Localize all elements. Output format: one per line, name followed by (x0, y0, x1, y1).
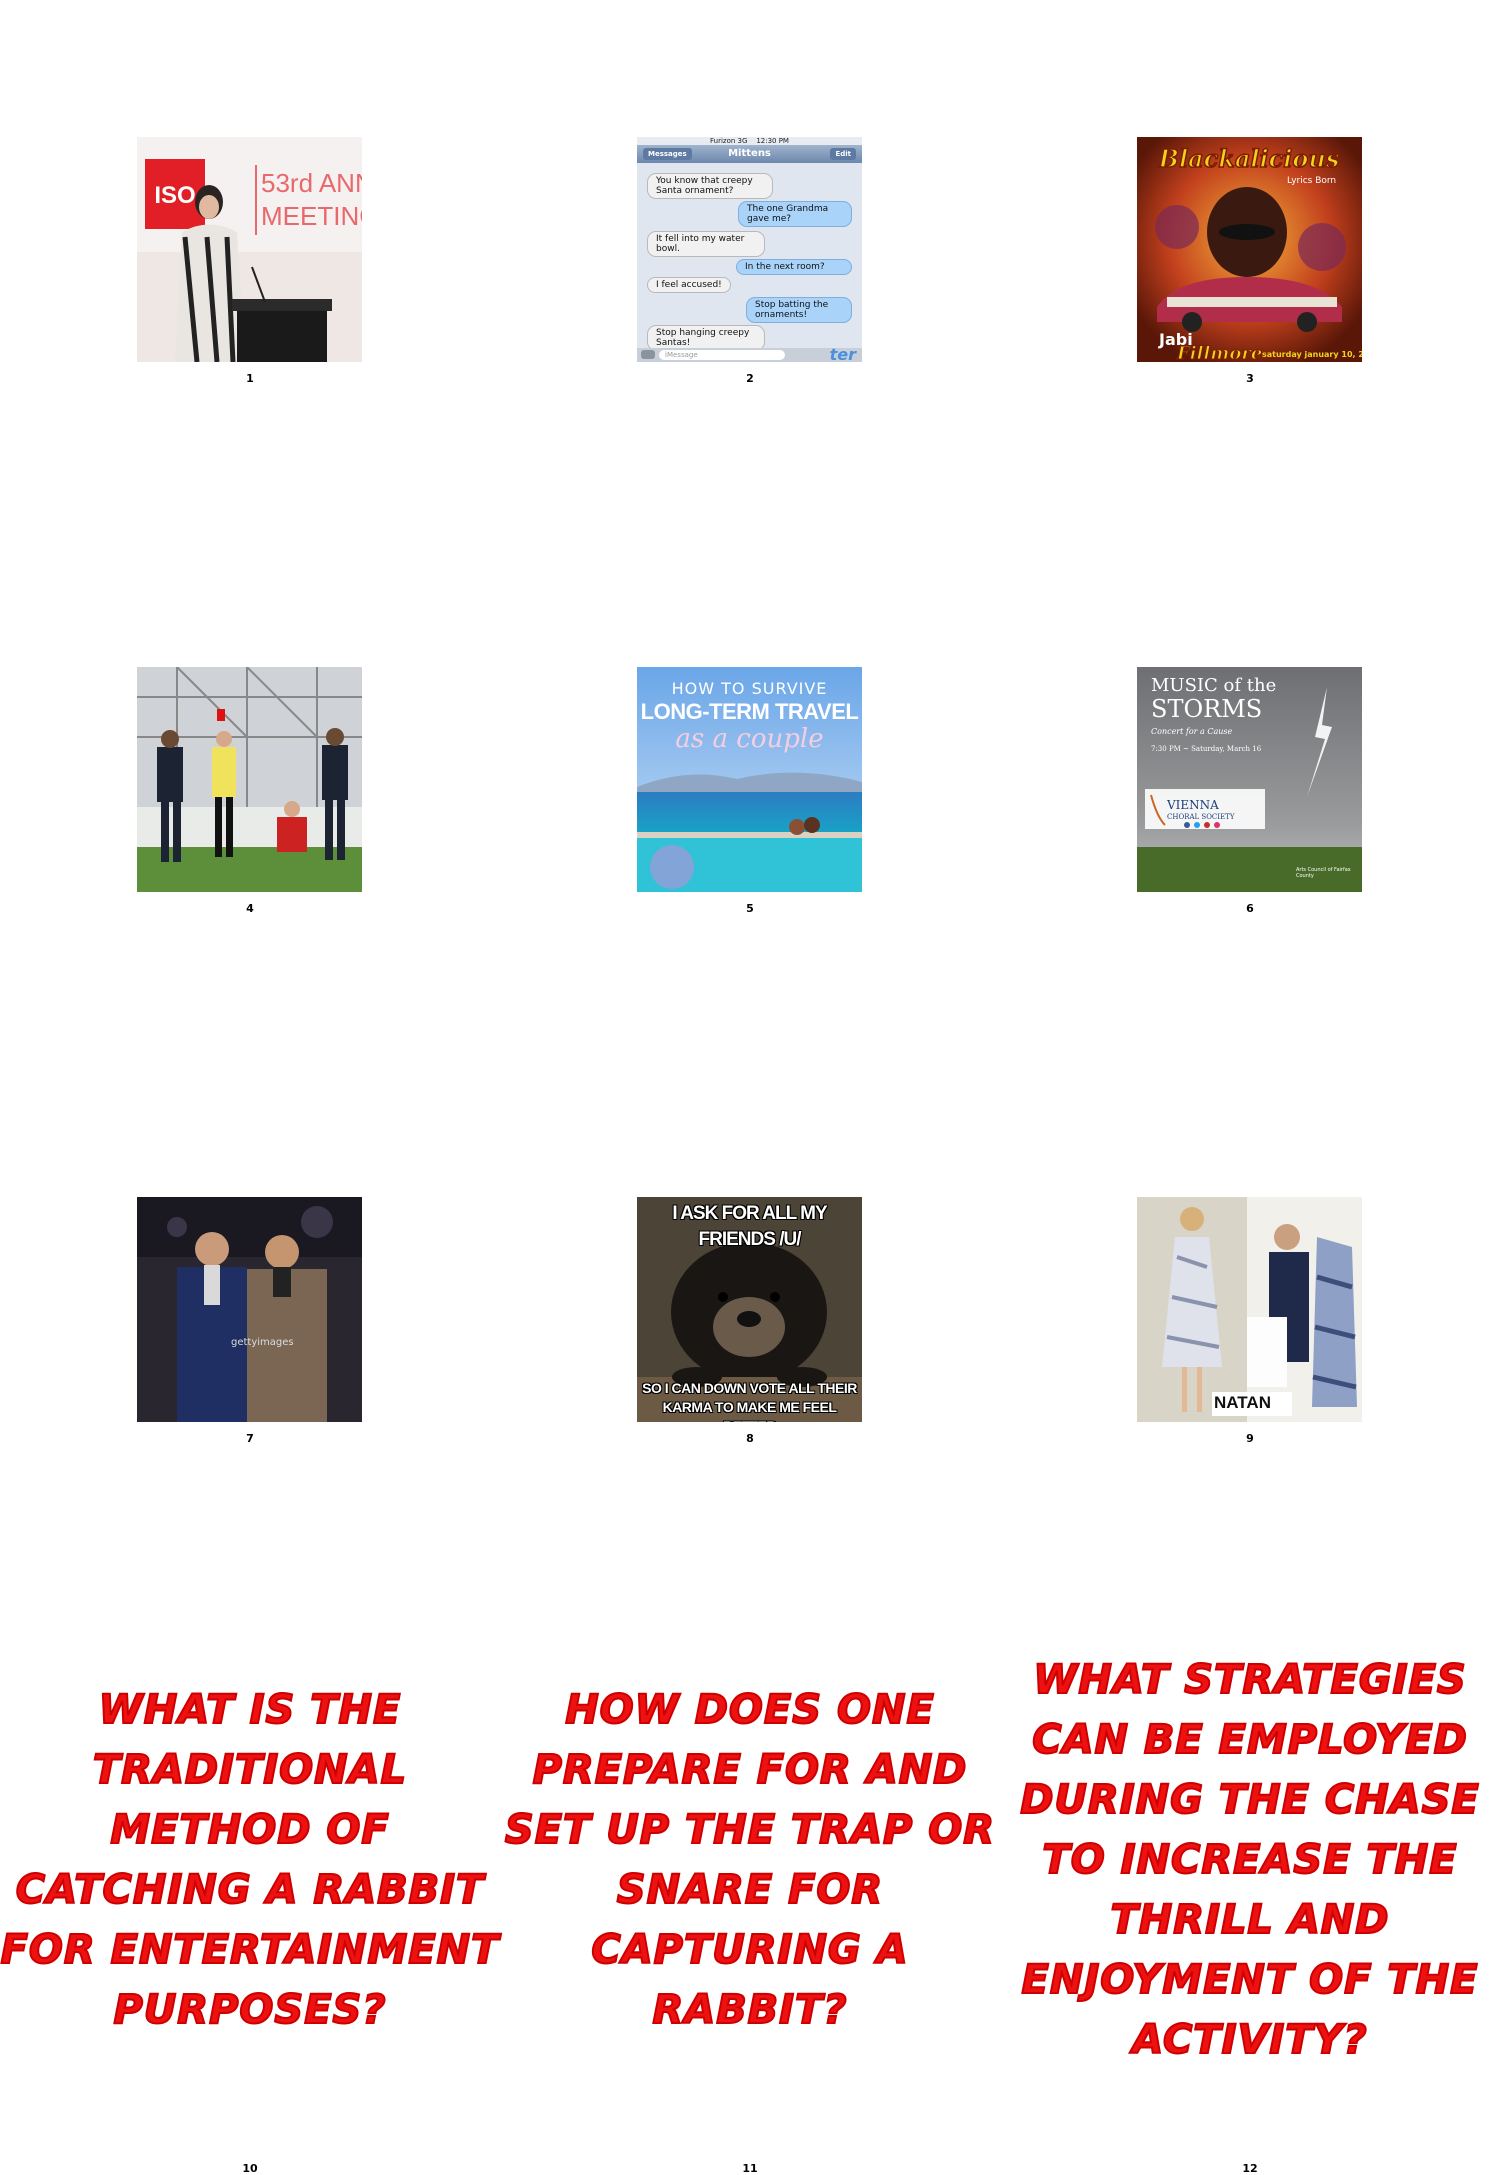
question-text: WHAT IS THE TRADITIONAL METHOD OF CATCHI… (0, 1686, 500, 2034)
grid-cell-8: I ASK FOR ALL MY FRIENDS /U/ SO I CAN DO… (500, 1060, 1000, 1590)
meme-top-text: I ASK FOR ALL MY FRIENDS /U/ (672, 1203, 827, 1250)
grid-cell-4: 4 (0, 530, 500, 1060)
cell-number: 9 (1246, 1432, 1254, 1445)
svg-text:MEETING: MEETING (261, 201, 362, 231)
back-button[interactable]: Messages (643, 148, 692, 160)
cell-number: 12 (1242, 2162, 1258, 2175)
grid-cell-11: HOW DOES ONE PREPARE FOR AND SET UP THE … (500, 1590, 1000, 2175)
message-bubble: Stop batting the ornaments! (746, 297, 852, 323)
cell-number: 11 (742, 2162, 758, 2175)
question-text: WHAT STRATEGIES CAN BE EMPLOYED DURING T… (1019, 1656, 1480, 2064)
cell-number: 4 (246, 902, 254, 915)
cell-number: 5 (746, 902, 754, 915)
chat-nav-bar: Messages Mittens Edit (637, 145, 862, 163)
message-list: You know that creepy Santa ornament? The… (637, 163, 862, 353)
poster-subtitle: Concert for a Cause (1151, 727, 1233, 736)
headline-line-2: LONG-TERM TRAVEL (640, 699, 859, 724)
headline-line-1: HOW TO SURVIVE (671, 679, 828, 698)
question-text: HOW DOES ONE PREPARE FOR AND SET UP THE … (504, 1686, 996, 2034)
poster-title-line-1: MUSIC of the (1151, 675, 1277, 696)
watermark: gettyimages (231, 1337, 294, 1348)
grid-cell-9: NATAN 9 (1000, 1060, 1500, 1590)
grid-cell-2: Furizon 3G 12:30 PM Messages Mittens Edi… (500, 0, 1000, 530)
poster-title: Blackalicious (1158, 144, 1340, 173)
message-bubble: It fell into my water bowl. (647, 231, 765, 257)
poster-extra: Jabi (1158, 330, 1193, 349)
grid-cell-6: VIENNA CHORAL SOCIETY MUSIC of the STORM… (1000, 530, 1500, 1060)
image-football-referee-red-card[interactable] (137, 667, 362, 892)
cell-number: 6 (1246, 902, 1254, 915)
brand-label: NATAN (1214, 1393, 1271, 1412)
message-bubble: The one Grandma gave me? (738, 201, 852, 227)
headline-line-3: as a couple (675, 724, 824, 754)
chat-title: Mittens (728, 148, 771, 159)
iso-logo: ISO (154, 182, 195, 209)
image-travel-couple-pool[interactable]: HOW TO SURVIVE LONG-TERM TRAVEL as a cou… (637, 667, 862, 892)
camera-icon[interactable] (641, 350, 655, 359)
grid-cell-12: WHAT STRATEGIES CAN BE EMPLOYED DURING T… (1000, 1590, 1500, 2175)
image-two-men-event[interactable]: gettyimages (137, 1197, 362, 1422)
poster-venue: Fillmore (1176, 343, 1262, 362)
cell-number: 8 (746, 1432, 754, 1445)
message-bubble: In the next room? (736, 259, 852, 275)
image-speaker-at-podium[interactable]: ISO 53rd ANN MEETING (137, 137, 362, 362)
poster-date: saturday january 10, 2004 (1262, 350, 1362, 359)
compose-bar: iMessage ter (637, 345, 862, 362)
watermark: ter (829, 345, 856, 362)
status-bar: Furizon 3G 12:30 PM (637, 137, 862, 145)
image-fashion-collage[interactable]: NATAN (1137, 1197, 1362, 1422)
cell-number: 3 (1246, 372, 1254, 385)
cell-number: 1 (246, 372, 254, 385)
cell-number: 7 (246, 1432, 254, 1445)
image-confession-bear-meme[interactable]: I ASK FOR ALL MY FRIENDS /U/ SO I CAN DO… (637, 1197, 862, 1422)
message-bubble: I feel accused! (647, 277, 731, 293)
message-bubble: Stop hanging creepy Santas! (647, 325, 765, 351)
edit-button[interactable]: Edit (830, 148, 856, 160)
poster-title-line-2: STORMS (1151, 695, 1263, 723)
meme-bottom-text: SO I CAN DOWN VOTE ALL THEIR KARMA TO MA… (642, 1380, 857, 1422)
message-bubble: You know that creepy Santa ornament? (647, 173, 773, 199)
grid-cell-3: Blackalicious Lyrics Born Jabi Fillmore … (1000, 0, 1500, 530)
svg-text:53rd ANN: 53rd ANN (261, 168, 362, 198)
image-imessage-screenshot[interactable]: Furizon 3G 12:30 PM Messages Mittens Edi… (637, 137, 862, 362)
imessage-input[interactable]: iMessage (659, 350, 785, 360)
grid-cell-1: ISO 53rd ANN MEETING 1 (0, 0, 500, 530)
image-concert-poster[interactable]: Blackalicious Lyrics Born Jabi Fillmore … (1137, 137, 1362, 362)
cell-number: 2 (746, 372, 754, 385)
grid-cell-5: HOW TO SURVIVE LONG-TERM TRAVEL as a cou… (500, 530, 1000, 1060)
org-subname: CHORAL SOCIETY (1167, 813, 1235, 821)
grid-cell-10: WHAT IS THE TRADITIONAL METHOD OF CATCHI… (0, 1590, 500, 2175)
image-music-of-the-storms-poster[interactable]: VIENNA CHORAL SOCIETY MUSIC of the STORM… (1137, 667, 1362, 892)
poster-footer: Arts Council of Fairfax County (1296, 867, 1351, 879)
poster-subtitle: Lyrics Born (1287, 176, 1336, 186)
cell-number: 10 (242, 2162, 258, 2175)
grid-cell-7: gettyimages 7 (0, 1060, 500, 1590)
poster-date: 7:30 PM ~ Saturday, March 16 (1151, 745, 1262, 753)
org-name: VIENNA (1166, 798, 1219, 812)
